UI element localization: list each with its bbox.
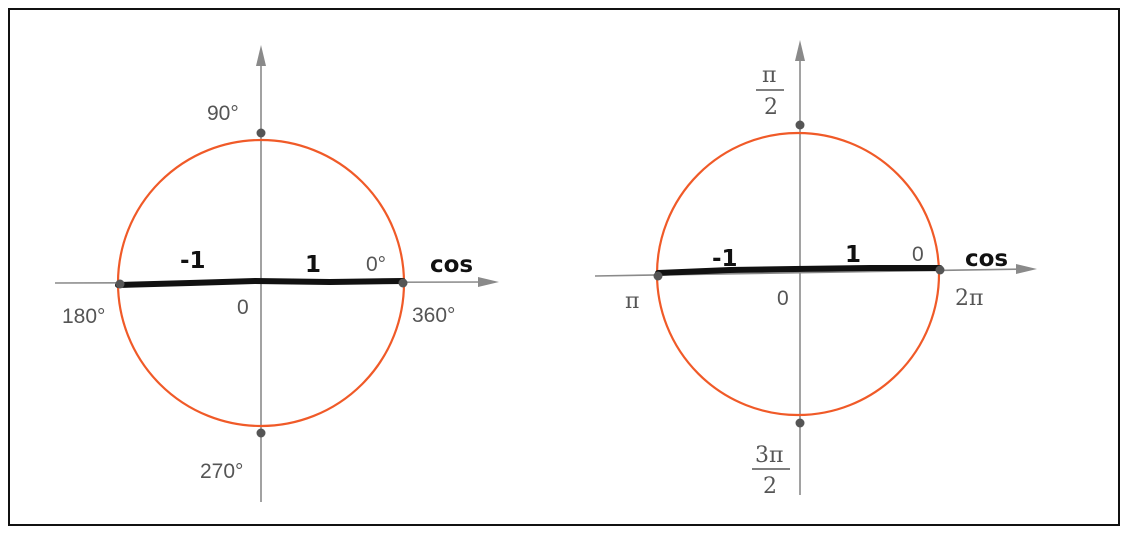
right-label-one: 1 [845,242,861,268]
left-label-270: 270° [200,460,243,483]
right-label-zero: 0 [912,243,924,266]
right-label-neg-one: -1 [712,246,738,272]
right-vertical-arrow-icon [795,40,805,61]
left-unit-circle: 90° 0° 360° 180° 270° 0 -1 1 cos [54,45,499,502]
right-label-top-denominator: 2 [764,95,778,120]
left-point-left [115,279,125,289]
left-label-one: 1 [305,252,321,278]
right-point-right [935,265,945,275]
left-point-top [256,128,266,138]
right-label-cos: cos [965,246,1008,272]
right-point-top [795,120,805,130]
right-unit-circle: π 2 3π 2 π 2π 0 0 -1 1 cos [594,40,1037,499]
left-label-origin: 0 [237,296,249,319]
left-horizontal-arrow-icon [478,277,499,287]
left-label-90: 90° [207,102,239,125]
left-label-neg-one: -1 [180,248,206,274]
right-label-pi: π [625,289,639,314]
left-label-360: 360° [412,304,455,327]
outer-frame [8,8,1120,526]
right-label-bottom-denominator: 2 [763,474,777,499]
left-cos-segment [115,277,406,288]
right-point-left [653,271,663,281]
left-label-cos: cos [430,252,473,278]
left-label-0deg: 0° [366,253,386,276]
right-label-two-pi: 2π [955,286,983,311]
left-label-180: 180° [62,305,105,328]
right-point-bottom [795,418,805,428]
right-label-bottom-numerator: 3π [755,443,783,468]
left-point-right [398,278,408,288]
left-vertical-arrow-icon [256,45,266,66]
right-label-top-numerator: π [762,63,776,88]
right-horizontal-arrow-icon [1016,264,1037,274]
right-cos-segment [655,265,943,276]
right-label-origin: 0 [777,287,789,310]
left-point-bottom [256,428,266,438]
